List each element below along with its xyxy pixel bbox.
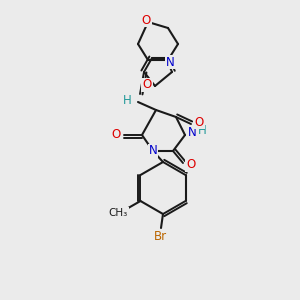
- Text: O: O: [142, 79, 152, 92]
- Text: N: N: [166, 56, 174, 68]
- Text: N: N: [148, 145, 158, 158]
- Text: H: H: [123, 94, 131, 107]
- Text: H: H: [198, 124, 206, 136]
- Text: CH₃: CH₃: [109, 208, 128, 218]
- Text: O: O: [141, 14, 151, 26]
- Text: Br: Br: [153, 230, 167, 242]
- Text: N: N: [188, 127, 196, 140]
- Text: O: O: [111, 128, 121, 142]
- Text: O: O: [186, 158, 196, 172]
- Text: O: O: [194, 116, 204, 128]
